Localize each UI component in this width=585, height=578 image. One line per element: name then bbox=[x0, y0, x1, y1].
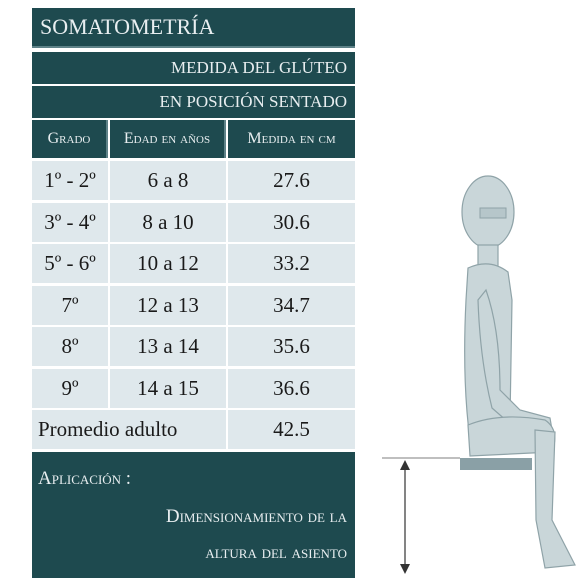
column-header: Medida en cm bbox=[228, 120, 355, 158]
table-cell: 3º - 4º bbox=[32, 202, 108, 242]
table-cell: 34.7 bbox=[228, 285, 355, 325]
column-header: Edad en años bbox=[110, 120, 226, 158]
table-cell: 7º bbox=[32, 285, 108, 325]
table-cell: 13 a 14 bbox=[110, 327, 226, 366]
table-cell: 35.6 bbox=[228, 327, 355, 366]
table-cell: 8º bbox=[32, 327, 108, 366]
table-cell: 5º - 6º bbox=[32, 244, 108, 283]
application-line: Dimensionamiento de la bbox=[32, 500, 355, 534]
table-cell: 6 a 8 bbox=[110, 161, 226, 200]
table-cell: 33.2 bbox=[228, 244, 355, 283]
adult-value: 42.5 bbox=[228, 410, 355, 449]
table-cell: 12 a 13 bbox=[110, 285, 226, 325]
subtitle: MEDIDA DEL GLÚTEO bbox=[32, 52, 355, 84]
table-cell: 36.6 bbox=[228, 368, 355, 408]
title: SOMATOMETRÍA bbox=[32, 8, 355, 48]
table-cell: 14 a 15 bbox=[110, 368, 226, 408]
adult-label: Promedio adulto bbox=[32, 410, 226, 449]
table-cell: 8 a 10 bbox=[110, 202, 226, 242]
subtitle: EN POSICIÓN SENTADO bbox=[32, 86, 355, 118]
application-label: Aplicación : bbox=[32, 462, 355, 496]
table-cell: 10 a 12 bbox=[110, 244, 226, 283]
table-cell: 30.6 bbox=[228, 202, 355, 242]
column-header: Grado bbox=[32, 120, 108, 158]
table-cell: 9º bbox=[32, 368, 108, 408]
table-cell: 1º - 2º bbox=[32, 161, 108, 200]
application-line: altura del asiento bbox=[32, 536, 355, 570]
table-cell: 27.6 bbox=[228, 161, 355, 200]
